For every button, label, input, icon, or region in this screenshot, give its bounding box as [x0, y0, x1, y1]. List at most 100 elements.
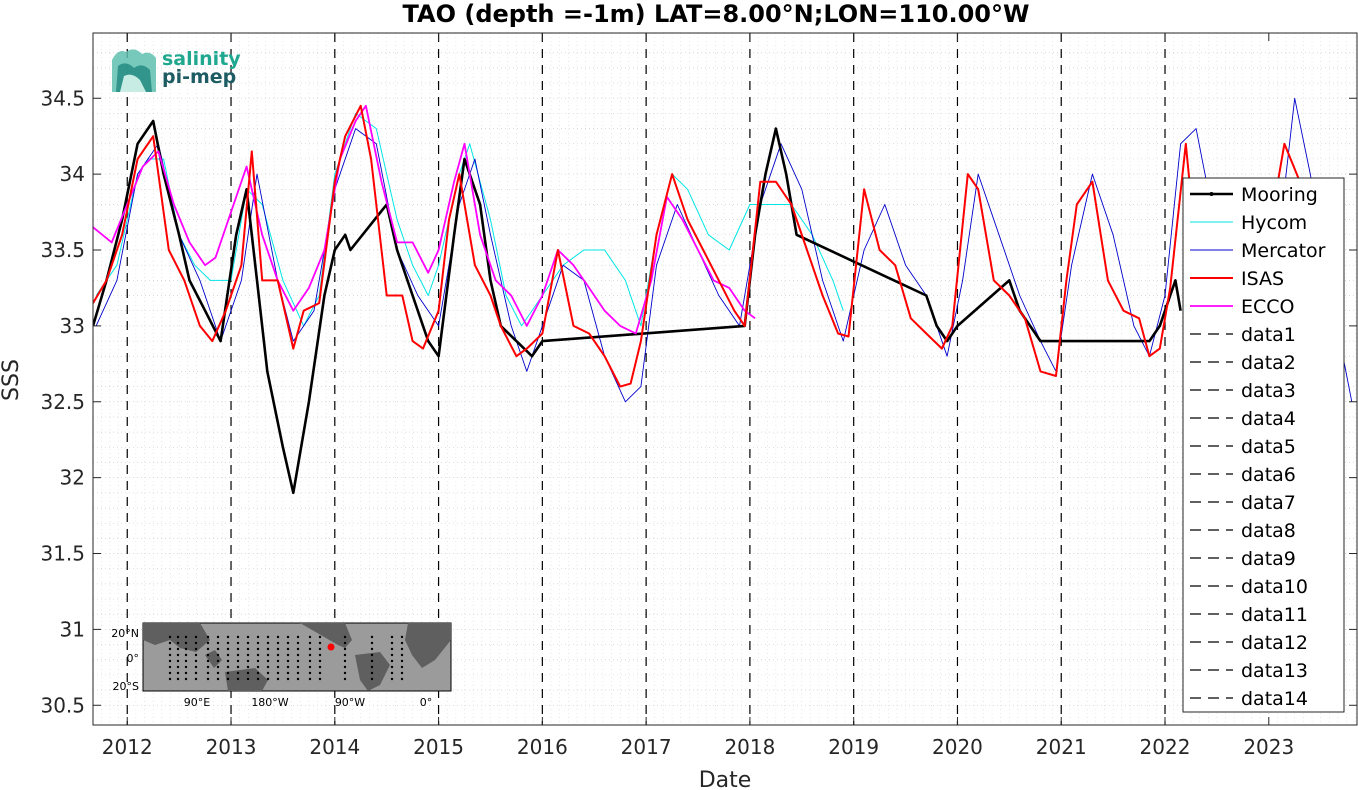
- array-dot: [194, 641, 198, 645]
- legend-label-data4: data4: [1241, 408, 1296, 430]
- y-tick-label: 30.5: [40, 693, 85, 717]
- array-dot: [370, 653, 374, 657]
- x-tick-labels: 2012 2013 2014 2015 2016 2017 2018 2019 2020 2021…: [102, 735, 1294, 759]
- plot-frame: [92, 32, 1358, 726]
- array-dot: [194, 665, 198, 669]
- array-dot: [194, 635, 198, 639]
- array-dot: [390, 641, 394, 645]
- array-dot: [370, 659, 374, 663]
- legend-label-data10: data10: [1241, 576, 1308, 598]
- array-dot: [308, 677, 312, 681]
- x-tick-label: 2016: [517, 735, 568, 759]
- array-dot: [308, 665, 312, 669]
- array-dot: [343, 671, 347, 675]
- legend-label-data11: data11: [1241, 604, 1308, 626]
- x-tick-label: 2023: [1243, 735, 1294, 759]
- y-tick-label: 34: [60, 162, 85, 186]
- chart-title: TAO (depth =-1m) LAT=8.00°N;LON=110.00°W: [403, 0, 1030, 28]
- array-dot: [216, 635, 220, 639]
- legend-label-isas: ISAS: [1241, 268, 1284, 290]
- array-dot: [286, 653, 290, 657]
- array-dot: [226, 641, 230, 645]
- array-dot: [296, 653, 300, 657]
- array-dot: [318, 647, 322, 651]
- array-dot: [343, 635, 347, 639]
- array-dot: [194, 659, 198, 663]
- array-dot: [296, 671, 300, 675]
- array-dot: [168, 641, 172, 645]
- array-dot: [286, 677, 290, 681]
- array-dot: [246, 635, 250, 639]
- array-dot: [296, 635, 300, 639]
- array-dot: [256, 671, 260, 675]
- array-dot: [256, 677, 260, 681]
- array-dot: [400, 671, 404, 675]
- array-dot: [276, 665, 280, 669]
- inset-lat-0: 0°: [127, 652, 140, 665]
- array-dot: [343, 665, 347, 669]
- array-dot: [400, 635, 404, 639]
- legend-marker-mooring: [1209, 192, 1214, 196]
- array-dot: [308, 671, 312, 675]
- array-dot: [168, 635, 172, 639]
- array-dot: [194, 653, 198, 657]
- array-dot: [168, 665, 172, 669]
- year-dashed-lines: [126, 33, 1166, 725]
- array-dot: [206, 647, 210, 651]
- array-dot: [216, 653, 220, 657]
- array-dot: [266, 659, 270, 663]
- y-tick-label: 33: [60, 314, 85, 338]
- array-dot: [296, 659, 300, 663]
- array-dot: [390, 665, 394, 669]
- inset-lat-20s: 20°S: [113, 680, 139, 693]
- array-dot: [296, 641, 300, 645]
- array-dot: [206, 677, 210, 681]
- series-line-ecco: [93, 104, 756, 335]
- legend-label-hycom: Hycom: [1241, 212, 1307, 234]
- array-dot: [266, 665, 270, 669]
- array-dot: [168, 677, 172, 681]
- array-dot: [400, 665, 404, 669]
- y-tick-label: 31.5: [40, 542, 85, 566]
- array-dot: [286, 635, 290, 639]
- array-dot: [343, 641, 347, 645]
- legend-label-mercator: Mercator: [1241, 240, 1326, 262]
- x-tick-label: 2019: [828, 735, 879, 759]
- inset-lat-20n: 20°N: [111, 627, 139, 640]
- array-dot: [286, 671, 290, 675]
- array-dot: [286, 641, 290, 645]
- array-dot: [343, 659, 347, 663]
- array-dot: [400, 659, 404, 663]
- array-dot: [216, 641, 220, 645]
- array-dot: [206, 665, 210, 669]
- array-dot: [246, 677, 250, 681]
- array-dot: [400, 677, 404, 681]
- array-dot: [176, 635, 180, 639]
- array-dot: [370, 641, 374, 645]
- legend-label-data1: data1: [1241, 324, 1296, 346]
- array-dot: [206, 659, 210, 663]
- array-dot: [194, 647, 198, 651]
- array-dot: [276, 671, 280, 675]
- array-dot: [184, 653, 188, 657]
- array-dot: [216, 677, 220, 681]
- inset-lon-0: 0°: [420, 696, 433, 709]
- legend-label-data7: data7: [1241, 492, 1296, 514]
- array-dot: [286, 665, 290, 669]
- array-dot: [176, 647, 180, 651]
- legend-label-data9: data9: [1241, 548, 1296, 570]
- array-dot: [246, 665, 250, 669]
- array-dot: [390, 635, 394, 639]
- array-dot: [266, 677, 270, 681]
- array-dot: [226, 671, 230, 675]
- array-dot: [370, 635, 374, 639]
- array-dot: [318, 635, 322, 639]
- y-tick-label: 34.5: [40, 86, 85, 110]
- array-dot: [296, 665, 300, 669]
- array-dot: [390, 677, 394, 681]
- x-tick-label: 2022: [1140, 735, 1191, 759]
- array-dot: [206, 641, 210, 645]
- array-dot: [400, 641, 404, 645]
- array-dot: [246, 641, 250, 645]
- legend-label-data12: data12: [1241, 632, 1308, 654]
